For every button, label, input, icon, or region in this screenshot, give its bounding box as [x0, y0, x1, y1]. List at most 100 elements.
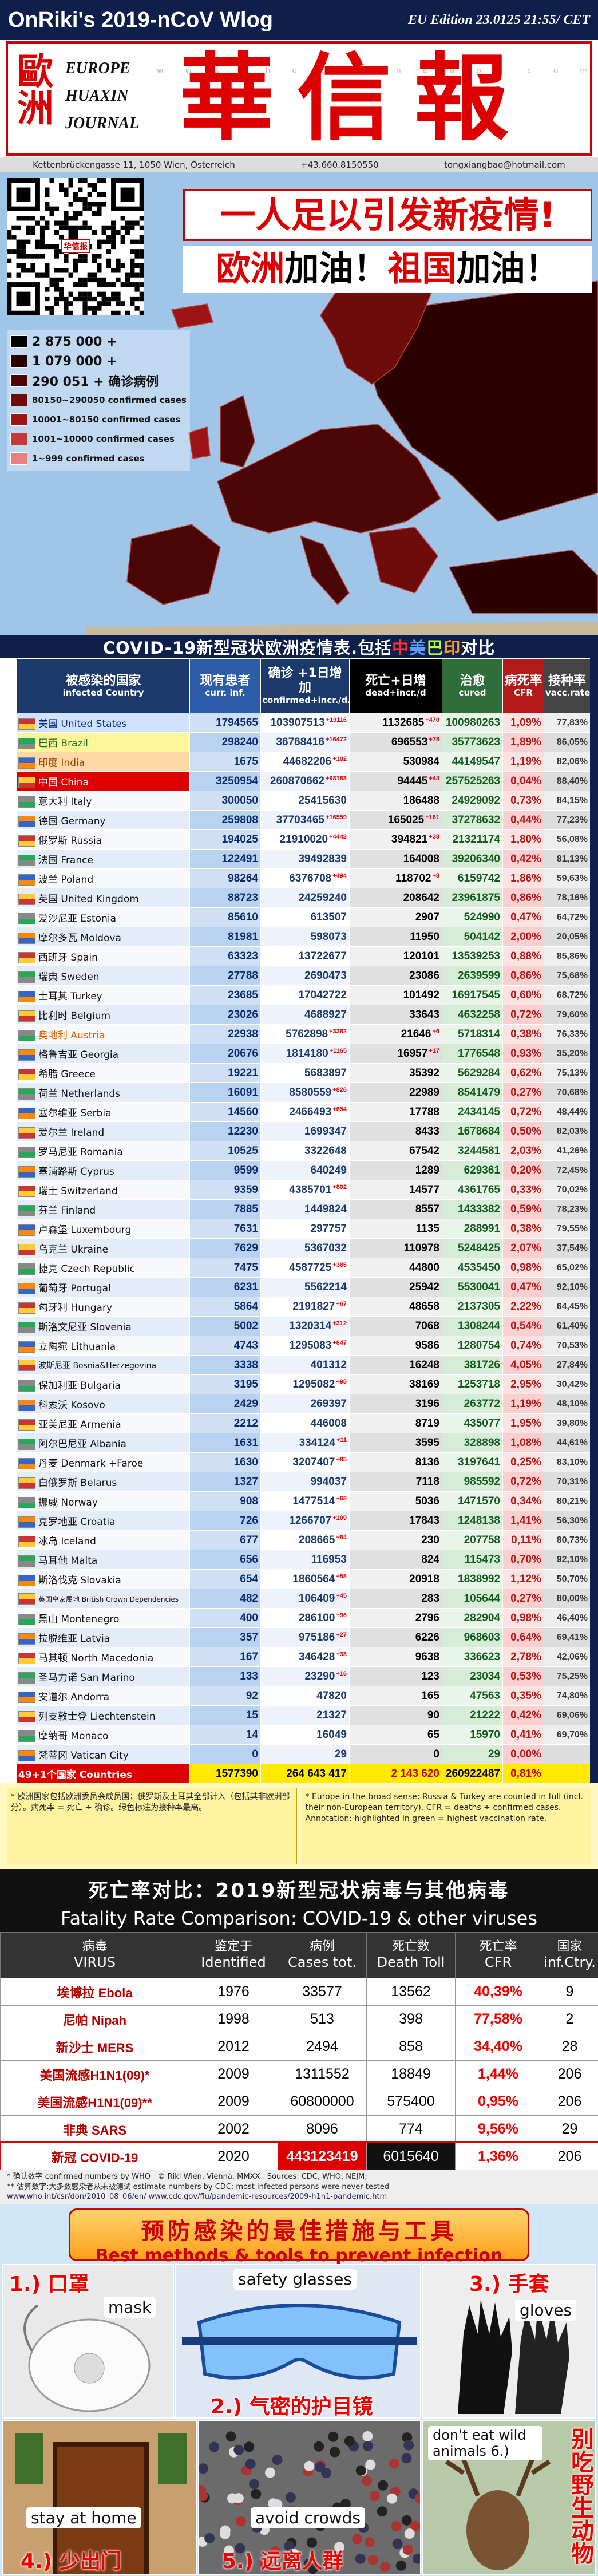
table-title-main: COVID-19新型冠状欧洲疫情表.包括 [102, 638, 393, 658]
table-row: 瑞典 Sweden 27788 2690473 23086 2639599 0,86% 75… [17, 966, 591, 986]
dead-cell-incr: +6 [432, 1028, 439, 1035]
confirmed-cell-value: 401312 [310, 1358, 347, 1371]
confirmed-cell-incr: +847 [332, 1339, 347, 1346]
current-cell-value: 7475 [233, 1261, 258, 1274]
total-value: 49+1个国家 Countries [18, 1769, 132, 1781]
vacc-value: 92,10% [556, 1554, 588, 1564]
qr-cell [106, 239, 112, 244]
cured-cell: 105644 [442, 1589, 503, 1609]
panel-glasses: safety glasses 2.) 气密的护目镜 [175, 2264, 421, 2419]
cfr-cell: 0,42% [502, 849, 544, 869]
table-row: 马耳他 Malta 656 116953 824 115473 0,70% 92,10% [17, 1550, 591, 1570]
current-cell-value: 92 [245, 1689, 258, 1702]
who-note: * 确认数字 confirmed numbers by WHO [7, 2172, 151, 2181]
note-en: * Europe in the broad sense; Russia & Tu… [301, 1788, 591, 1864]
comparison-header-en: inf.Ctry. [544, 1954, 596, 1971]
confirmed-cell-value: 44682206 [283, 755, 332, 768]
confirmed-cell-value: 1266707 [289, 1514, 332, 1527]
legend-swatch [10, 374, 27, 387]
qr-cell [82, 225, 88, 231]
qr-cell [82, 202, 88, 207]
confirmed-cell-value: 2690473 [304, 969, 347, 982]
country-name: 巴西 Brazil [38, 738, 88, 749]
confirmed-cell-value: 4385701 [289, 1183, 332, 1196]
dead-cell-value: 0 [433, 1748, 439, 1760]
comparison-cell: 1311552 [278, 2060, 367, 2088]
country-name: 英国皇家属地 British Crown Dependencies [38, 1595, 179, 1603]
country-cell: 意大利 Italy [17, 791, 190, 811]
confirmed-cell-value: 1699347 [304, 1125, 347, 1137]
animals-en: don't eat wild animals 6.) [428, 2426, 542, 2460]
qr-cell [73, 197, 78, 202]
confirmed-cell-value: 8580559 [289, 1086, 332, 1099]
flag [18, 1477, 35, 1489]
comparison-row: 埃博拉 Ebola 1976 33577 13562 40,39% 9 [0, 1978, 598, 2006]
table-row: 克罗地亚 Croatia 726 1266707 +109 17843 1248138 1,… [17, 1511, 591, 1531]
flag [18, 1419, 35, 1431]
current-cell: 27788 [189, 966, 261, 986]
qr-cell [78, 277, 83, 283]
country-name: 冰岛 Iceland [38, 1536, 96, 1547]
cfr-cell: 2,00% [502, 927, 544, 947]
qr-cell [97, 239, 102, 244]
comparison-header-cn: 鉴定于 [214, 1939, 252, 1954]
qr-cell [64, 301, 69, 306]
country-cell: 亚美尼亚 Armenia [17, 1413, 190, 1433]
dead-cell-value: 101492 [403, 989, 439, 1001]
country-cell: 土耳其 Turkey [17, 985, 190, 1005]
covid-table: 被感染的国家 infected Country 现有患者 curr. inf. 确诊 +… [17, 658, 591, 1784]
qr-cell [35, 272, 40, 278]
confirmed-cell: 2191827 +67 [260, 1297, 350, 1317]
qr-cell [139, 263, 144, 268]
table-row: 瑞士 Switzerland 9359 4385701 +802 14577 436176… [17, 1180, 591, 1200]
cfr-cell-value: 2,22% [510, 1300, 541, 1313]
crowd-person [395, 2560, 406, 2571]
dead-cell-value: 67542 [409, 1144, 439, 1157]
country-name: 塞浦路斯 Cyprus [38, 1166, 114, 1178]
dead-cell-value: 8136 [415, 1456, 439, 1468]
crowd-person [227, 2493, 238, 2504]
dead-cell-value: 9638 [415, 1650, 439, 1663]
qr-cell [59, 277, 64, 283]
legend-label: 80150~290050 confirmed cases [32, 395, 187, 405]
qr-cell [130, 239, 135, 244]
header-cn: 接种率 [548, 673, 586, 688]
cfr-cell: 0,98% [502, 1608, 544, 1628]
header-en: dead+incr./d [365, 688, 426, 698]
cured-cell: 5248425 [442, 1238, 503, 1258]
qr-cell [101, 291, 106, 297]
qr-cell [116, 296, 121, 302]
cured-cell: 3197641 [442, 1452, 503, 1472]
flag [18, 913, 35, 924]
cured-cell: 4361765 [442, 1180, 503, 1200]
vacc-cell: 61,40% [544, 1316, 591, 1336]
cfr-cell-value: 0,70% [510, 1553, 541, 1566]
comparison-cell: 2009 [189, 2088, 278, 2116]
animals-cn: 别吃野生动物 [567, 2427, 593, 2565]
dead-cell-value: 3595 [415, 1436, 439, 1449]
country-name: 匈牙利 Hungary [38, 1302, 112, 1314]
crowd-person [355, 2553, 366, 2564]
vacc-value: 70,53% [556, 1340, 588, 1350]
confirmed-cell-incr: +109 [332, 1514, 347, 1522]
dead-cell: 33643 [349, 1005, 442, 1025]
vacc-cell: 80,00% [544, 1589, 591, 1609]
glasses-en: safety glasses [233, 2269, 357, 2290]
vacc-cell: 75,68% [544, 966, 591, 986]
comparison-cell: 29 [541, 2115, 598, 2143]
dead-cell-value: 6226 [415, 1631, 439, 1643]
country-name: 挪威 Norway [38, 1497, 98, 1508]
crowd-person [334, 2542, 345, 2553]
table-row: 塞尔维亚 Serbia 14560 2466493 +654 17788 2434145 0… [17, 1102, 591, 1122]
cfr-cell: 0,04% [502, 771, 544, 791]
dead-cell-value: 165 [421, 1689, 439, 1702]
cfr-cell: 1,19% [502, 752, 544, 772]
confirmed-cell: 4385701 +802 [260, 1180, 350, 1200]
cfr-cell: 1,95% [502, 1413, 544, 1433]
qr-cell [45, 296, 50, 302]
vacc-value: 27,84% [556, 1360, 588, 1370]
country-cell: 冰岛 Iceland [17, 1530, 190, 1550]
dead-cell: 67542 [349, 1141, 442, 1161]
qr-cell [49, 306, 54, 311]
vacc-value: 77,23% [556, 815, 588, 825]
